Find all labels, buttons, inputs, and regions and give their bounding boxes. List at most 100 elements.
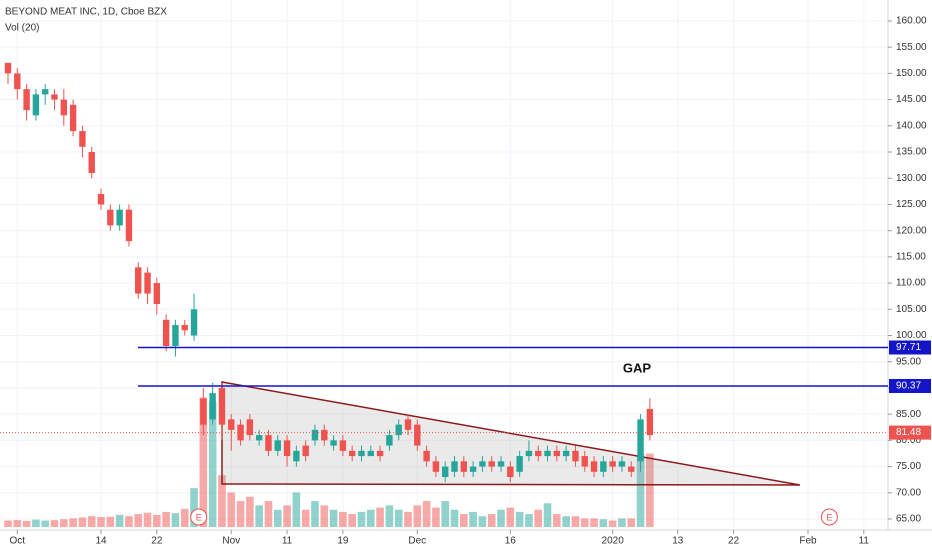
volume-bar — [50, 520, 59, 527]
y-tick-label: 150.00 — [896, 68, 927, 79]
candle-body — [339, 440, 347, 451]
volume-bar — [134, 514, 143, 527]
last-price-tag — [889, 425, 931, 440]
candle-body — [432, 461, 440, 472]
candle-body — [637, 419, 644, 462]
volume-bar — [199, 397, 208, 527]
candle-body — [423, 450, 430, 462]
x-tick-label: Feb — [799, 536, 817, 547]
volume-bar — [97, 517, 105, 527]
candle-body — [525, 450, 533, 457]
candle-body — [69, 104, 77, 132]
candle-body — [358, 450, 365, 457]
y-tick-label: 120.00 — [896, 225, 927, 236]
candle-body — [144, 272, 151, 294]
volume-bar — [264, 501, 273, 527]
volume-bar — [394, 509, 403, 527]
volume-bar — [60, 519, 68, 527]
volume-bar — [627, 518, 636, 527]
volume-bar — [543, 503, 552, 527]
candle-body — [572, 450, 579, 462]
volume-label: Vol (20) — [5, 23, 39, 34]
volume-bar — [115, 514, 124, 527]
y-tick-label: 160.00 — [896, 16, 927, 27]
candle-body — [42, 89, 49, 95]
volume-bar — [348, 514, 356, 527]
candle-body — [283, 440, 291, 457]
candle-body — [200, 398, 207, 425]
volume-bar — [106, 516, 115, 527]
candle-body — [4, 62, 12, 74]
candle-body — [51, 94, 58, 100]
candle-body — [23, 89, 30, 111]
earnings-marker-label: E — [826, 512, 832, 522]
plot-area — [0, 0, 888, 530]
volume-bar — [190, 488, 198, 527]
volume-bar — [450, 509, 459, 527]
candle-body — [535, 450, 542, 457]
volume-bar — [283, 505, 291, 527]
y-tick-label: 130.00 — [896, 173, 927, 184]
level-tag-label: 90.37 — [896, 381, 921, 392]
candle-body — [162, 319, 170, 346]
gap-annotation: GAP — [623, 360, 652, 375]
volume-bar — [497, 509, 505, 527]
volume-bar — [636, 453, 645, 527]
volume-bar — [478, 516, 487, 527]
volume-bar — [376, 507, 384, 527]
candle-body — [414, 424, 421, 446]
candle-body — [590, 461, 598, 472]
volume-bar — [22, 520, 31, 527]
candle-body — [386, 435, 393, 446]
volume-bar — [4, 520, 12, 527]
volume-bar — [143, 512, 152, 527]
volume-bar — [292, 492, 301, 527]
candle-body — [442, 466, 449, 478]
volume-bar — [525, 514, 533, 527]
volume-bar — [553, 514, 561, 527]
level-tag — [889, 378, 931, 393]
candle-body — [246, 419, 254, 436]
volume-bar — [69, 518, 77, 527]
volume-bar — [534, 509, 543, 527]
volume-bar — [506, 507, 515, 527]
candle-body — [507, 466, 514, 478]
volume-bar — [311, 501, 319, 527]
x-tick-label: 19 — [337, 536, 349, 547]
earnings-marker — [190, 508, 208, 526]
volume-bar — [599, 519, 608, 527]
candle-body — [330, 440, 337, 446]
x-tick-label: 13 — [672, 536, 684, 547]
x-tick-label: 16 — [505, 536, 517, 547]
level-tag — [889, 340, 931, 355]
candle-body — [79, 131, 86, 147]
volume-bar — [218, 475, 226, 527]
y-tick-label: 110.00 — [896, 278, 926, 289]
volume-bar — [432, 507, 440, 527]
volume-bar — [571, 516, 580, 527]
x-tick-label: Oct — [10, 536, 26, 547]
volume-bar — [87, 516, 96, 527]
candle-body — [516, 456, 523, 472]
volume-bar — [441, 501, 450, 527]
candle-body — [135, 267, 142, 294]
candle-body — [14, 73, 21, 90]
y-tick-label: 95.00 — [896, 356, 921, 367]
candle-body — [181, 325, 188, 331]
candle-body — [153, 283, 161, 305]
volume-bar — [404, 511, 412, 527]
volume-bar — [460, 514, 468, 527]
candle-body — [88, 152, 95, 173]
candle-body — [293, 450, 300, 462]
candle-body — [460, 461, 468, 472]
volume-bar — [646, 453, 654, 527]
candle-body — [218, 387, 226, 425]
candle-body — [367, 450, 374, 457]
chart-title: BEYOND MEAT INC, 1D, Cboe BZX — [5, 7, 167, 18]
y-tick-label: 85.00 — [896, 409, 921, 420]
last-price-label: 81.48 — [896, 427, 921, 438]
y-tick-label: 115.00 — [896, 252, 926, 263]
volume-bar — [301, 509, 310, 527]
x-tick-label: Dec — [408, 536, 426, 547]
volume-bar — [413, 505, 422, 527]
